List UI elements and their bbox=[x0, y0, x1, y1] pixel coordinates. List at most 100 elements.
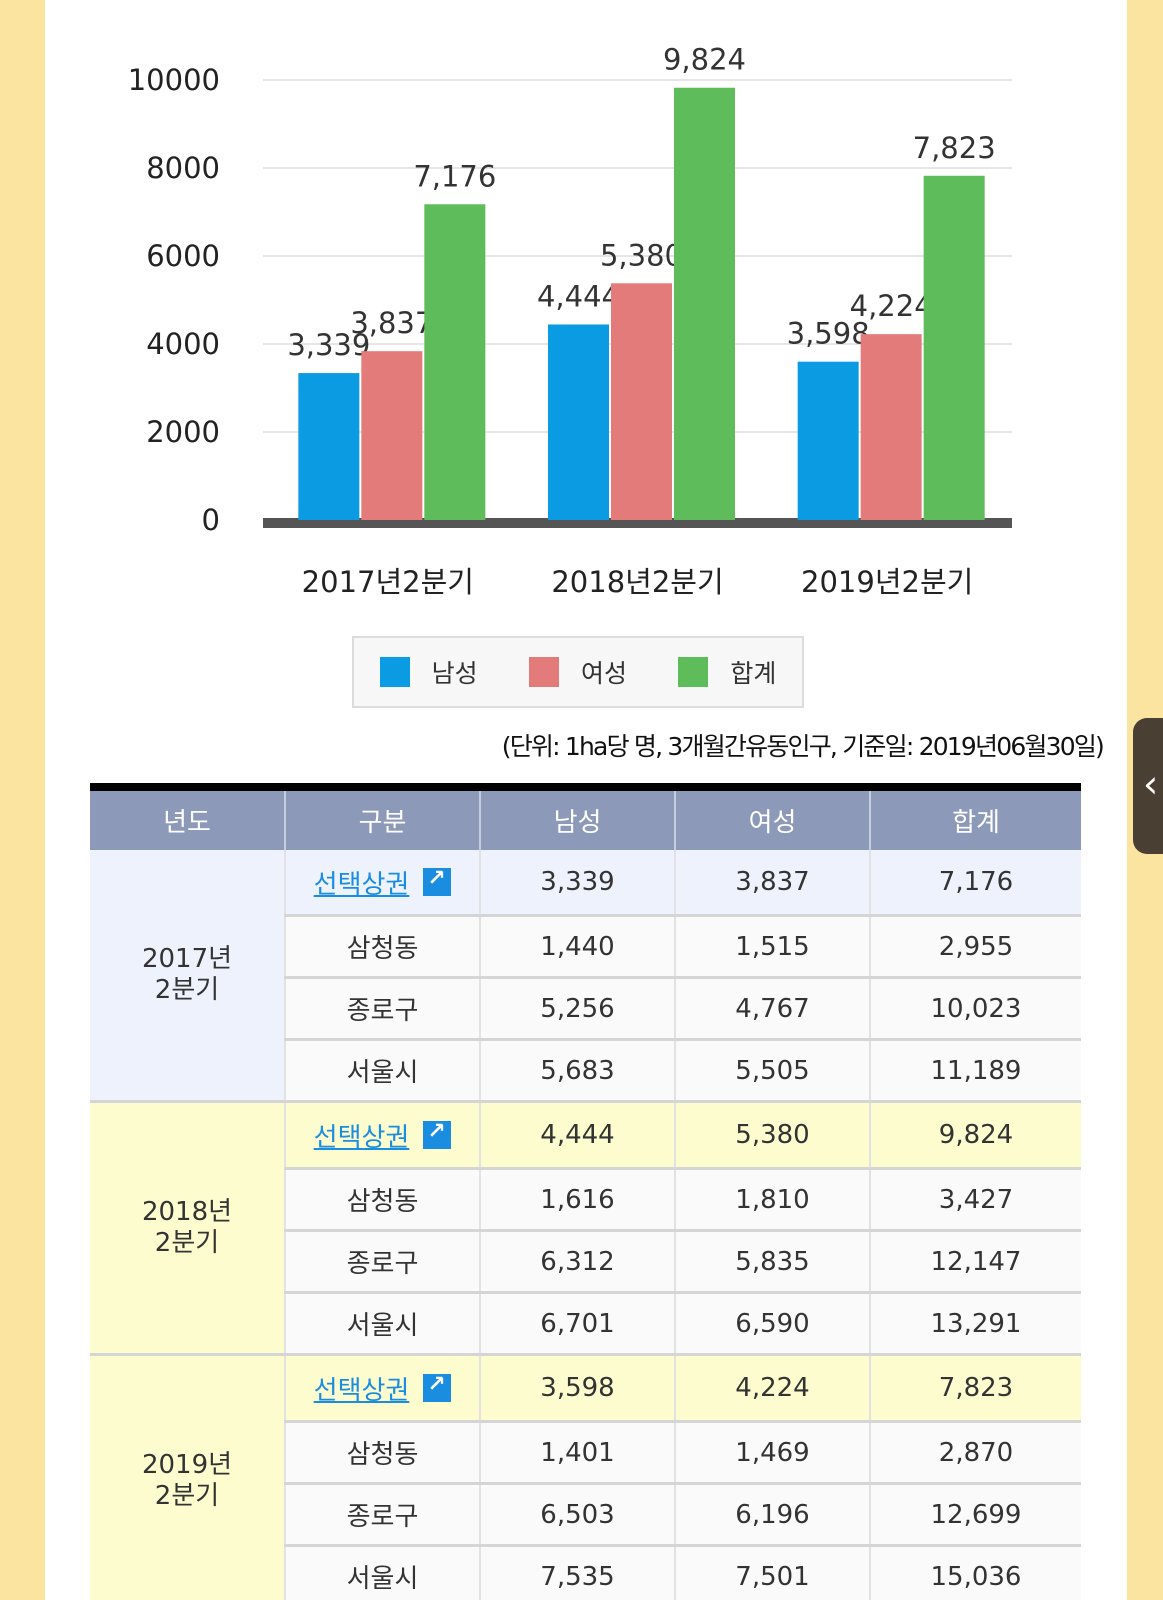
header-category: 구분 bbox=[284, 791, 480, 850]
data-label: 4,224 bbox=[850, 289, 933, 323]
total-cell: 7,823 bbox=[869, 1354, 1081, 1423]
legend-label-female: 여성 bbox=[580, 659, 627, 688]
male-cell: 5,683 bbox=[479, 1039, 675, 1103]
table-group-2019: 2019년 2분기 선택상권 3,598 4,224 7,823 삼청동 1,4… bbox=[90, 1354, 1081, 1600]
table-row: 종로구 5,256 4,767 10,023 bbox=[90, 977, 1081, 1041]
data-label: 9,824 bbox=[663, 43, 746, 77]
table-group-2017: 2017년 2분기 선택상권 3,339 3,837 7,176 삼청동 1,4… bbox=[90, 850, 1081, 1103]
table-row: 2019년 2분기 선택상권 3,598 4,224 7,823 bbox=[90, 1354, 1081, 1600]
y-tick-label: 10000 bbox=[128, 63, 220, 97]
legend-item-total[interactable]: 합계 bbox=[678, 654, 776, 690]
male-cell: 1,440 bbox=[479, 915, 675, 979]
legend-item-male[interactable]: 남성 bbox=[379, 654, 478, 690]
total-cell: 13,291 bbox=[869, 1292, 1081, 1356]
area-cell: 삼청동 bbox=[284, 915, 480, 979]
bar-total bbox=[674, 87, 735, 520]
total-cell: 9,824 bbox=[869, 1101, 1081, 1170]
table-group-2018: 2018년 2분기 선택상권 4,444 5,380 9,824 삼청동 1,6… bbox=[90, 1101, 1081, 1356]
x-tick-label: 2017년2분기 bbox=[302, 565, 474, 599]
content-panel: 0 2000 4000 6000 8000 10000 3,339 3,837 7,176 201… bbox=[45, 0, 1127, 1600]
male-cell: 5,256 bbox=[479, 977, 675, 1041]
female-cell: 5,505 bbox=[674, 1039, 870, 1103]
table-row: 서울시 7,535 7,501 15,036 bbox=[90, 1545, 1081, 1600]
quarter-label: 2분기 bbox=[154, 1481, 220, 1511]
x-axis-baseline bbox=[263, 518, 1012, 528]
female-cell: 4,767 bbox=[674, 977, 870, 1041]
y-tick-label: 6000 bbox=[146, 239, 220, 273]
area-cell: 삼청동 bbox=[284, 1168, 480, 1232]
external-link-icon[interactable] bbox=[423, 1372, 452, 1402]
year-cell: 2017년 2분기 bbox=[90, 850, 285, 1103]
quarter-label: 2분기 bbox=[154, 975, 220, 1005]
legend-label-male: 남성 bbox=[431, 659, 478, 688]
year-cell: 2019년 2분기 bbox=[90, 1354, 285, 1600]
year-label: 2018년 bbox=[141, 1197, 233, 1227]
side-drawer-toggle[interactable]: ‹ bbox=[1133, 718, 1163, 854]
table-row: 종로구 6,503 6,196 12,699 bbox=[90, 1483, 1081, 1547]
female-cell: 1,515 bbox=[674, 915, 870, 979]
bar-female bbox=[611, 283, 672, 520]
unit-note: (단위: 1ha당 명, 3개월간유동인구, 기준일: 2019년06월30일) bbox=[501, 732, 1105, 761]
male-cell: 4,444 bbox=[479, 1101, 675, 1170]
y-tick-label: 2000 bbox=[146, 415, 220, 449]
legend-label-total: 합계 bbox=[730, 659, 777, 688]
header-year: 년도 bbox=[90, 791, 285, 850]
table-row: 2018년 2분기 선택상권 4,444 5,380 9,824 bbox=[90, 1101, 1081, 1356]
external-link-icon[interactable] bbox=[423, 1119, 452, 1149]
selected-area-link[interactable]: 선택상권 bbox=[313, 869, 410, 900]
legend-swatch-total bbox=[678, 657, 709, 687]
header-total: 합계 bbox=[869, 791, 1081, 850]
table-row: 종로구 6,312 5,835 12,147 bbox=[90, 1230, 1081, 1294]
bar-female bbox=[860, 334, 922, 520]
year-cell: 2018년 2분기 bbox=[90, 1101, 285, 1356]
table-row: 2017년 2분기 선택상권 3,339 3,837 7,176 bbox=[90, 850, 1081, 1103]
male-cell: 1,616 bbox=[479, 1168, 675, 1232]
y-tick-label: 8000 bbox=[146, 151, 220, 185]
total-cell: 12,147 bbox=[869, 1230, 1081, 1294]
legend-swatch-male bbox=[379, 657, 410, 687]
male-cell: 6,701 bbox=[479, 1292, 675, 1356]
external-link-icon[interactable] bbox=[423, 866, 452, 896]
area-cell: 삼청동 bbox=[284, 1421, 480, 1485]
bar-male bbox=[797, 361, 859, 520]
total-cell: 12,699 bbox=[869, 1483, 1081, 1547]
selected-area-link[interactable]: 선택상권 bbox=[313, 1122, 410, 1153]
area-cell: 종로구 bbox=[284, 977, 480, 1041]
area-cell: 선택상권 bbox=[284, 1101, 480, 1170]
data-label: 7,176 bbox=[413, 159, 496, 193]
total-cell: 2,870 bbox=[869, 1421, 1081, 1485]
data-label: 7,823 bbox=[913, 131, 996, 165]
table-row: 삼청동 1,616 1,810 3,427 bbox=[90, 1168, 1081, 1232]
male-cell: 1,401 bbox=[479, 1421, 675, 1485]
area-cell: 선택상권 bbox=[284, 850, 480, 917]
female-cell: 5,835 bbox=[674, 1230, 870, 1294]
female-cell: 1,810 bbox=[674, 1168, 870, 1232]
data-label: 3,837 bbox=[350, 306, 433, 340]
legend-item-female[interactable]: 여성 bbox=[528, 654, 627, 690]
male-cell: 6,312 bbox=[479, 1230, 675, 1294]
total-cell: 10,023 bbox=[869, 977, 1081, 1041]
chart-legend: 남성 여성 합계 bbox=[352, 636, 804, 708]
data-label: 5,380 bbox=[600, 238, 683, 272]
y-tick-label: 4000 bbox=[146, 327, 220, 361]
population-table: 년도 구분 남성 여성 합계 2017년 2분기 선택상권 3,339 bbox=[90, 783, 1081, 1600]
area-cell: 서울시 bbox=[284, 1039, 480, 1103]
bar-male bbox=[548, 324, 609, 520]
area-cell: 선택상권 bbox=[284, 1354, 480, 1423]
male-cell: 7,535 bbox=[479, 1545, 675, 1600]
selected-area-link[interactable]: 선택상권 bbox=[313, 1375, 410, 1406]
total-cell: 11,189 bbox=[869, 1039, 1081, 1103]
female-cell: 6,196 bbox=[674, 1483, 870, 1547]
table-row: 삼청동 1,440 1,515 2,955 bbox=[90, 915, 1081, 979]
header-male: 남성 bbox=[479, 791, 675, 850]
total-cell: 3,427 bbox=[869, 1168, 1081, 1232]
data-label: 4,444 bbox=[537, 279, 620, 313]
table-row: 삼청동 1,401 1,469 2,870 bbox=[90, 1421, 1081, 1485]
legend-swatch-female bbox=[528, 657, 559, 687]
year-label: 2017년 bbox=[141, 944, 233, 974]
male-cell: 3,598 bbox=[479, 1354, 675, 1423]
female-cell: 7,501 bbox=[674, 1545, 870, 1600]
bar-female bbox=[361, 351, 423, 520]
area-cell: 서울시 bbox=[284, 1545, 480, 1600]
